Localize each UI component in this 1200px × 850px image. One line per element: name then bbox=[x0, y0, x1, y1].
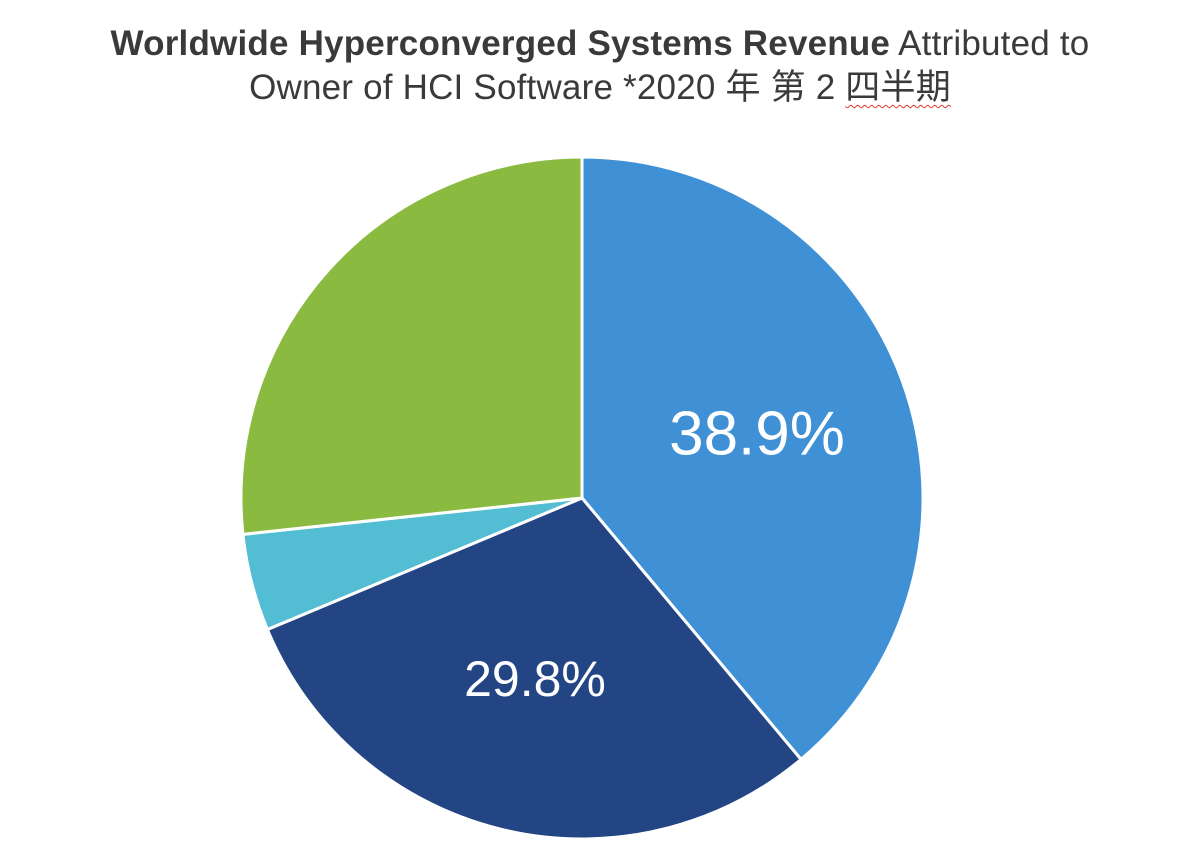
slice-data-label: 29.8% bbox=[464, 651, 606, 707]
pie-slices bbox=[239, 155, 925, 841]
pie-slice bbox=[265, 496, 804, 841]
chart-title-rest: Attributed to bbox=[890, 24, 1090, 63]
pie-slice bbox=[239, 155, 584, 537]
slice-data-label: 38.9% bbox=[669, 399, 845, 468]
chart-title-bold: Worldwide Hyperconverged Systems Revenue bbox=[110, 24, 891, 63]
chart-title-line-2: Owner of HCI Software *2020 年 第 2 四半期 bbox=[0, 66, 1200, 110]
chart-title-line-1: Worldwide Hyperconverged Systems Revenue… bbox=[0, 22, 1200, 66]
pie-labels: 38.9% 29.8% bbox=[464, 399, 845, 707]
chart-title-line2-text: Owner of HCI Software *2020 年 第 2 bbox=[249, 68, 846, 107]
pie-slice bbox=[580, 155, 925, 762]
chart-title: Worldwide Hyperconverged Systems Revenue… bbox=[0, 22, 1200, 110]
chart-title-line2-underlined: 四半期 bbox=[845, 68, 951, 107]
